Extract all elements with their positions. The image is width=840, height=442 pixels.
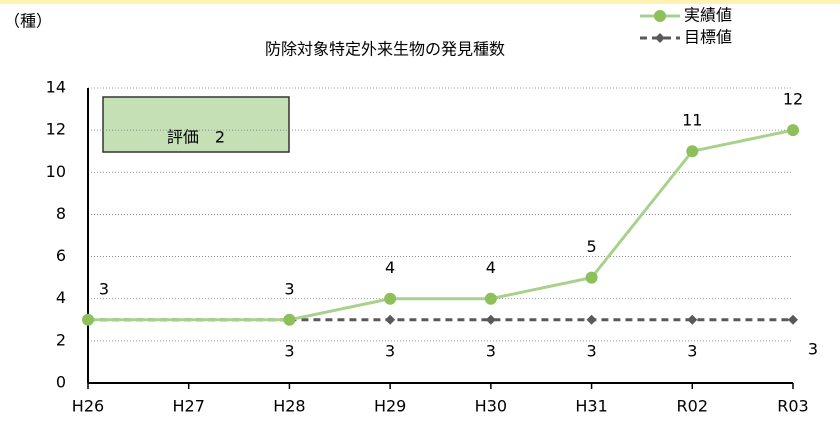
legend-marker — [655, 33, 665, 43]
point — [485, 314, 496, 325]
data-label: 3 — [486, 341, 496, 360]
point — [585, 271, 598, 284]
y-tick-label: 6 — [56, 246, 66, 265]
x-tick-label: H29 — [374, 397, 406, 416]
data-label: 3 — [687, 341, 697, 360]
data-label: 4 — [385, 258, 395, 277]
data-label: 12 — [783, 90, 803, 109]
point — [787, 124, 799, 137]
y-tick-label: 4 — [56, 288, 66, 307]
x-tick-label: H30 — [475, 397, 507, 416]
annotation-box — [102, 96, 290, 153]
point — [484, 292, 497, 305]
point — [82, 313, 94, 326]
series-line — [289, 128, 794, 322]
data-label: 3 — [99, 279, 109, 298]
data-label: 5 — [586, 237, 596, 256]
data-label: 3 — [284, 341, 294, 360]
y-tick-label: 12 — [46, 120, 66, 139]
legend-label: 実績値 — [684, 6, 732, 25]
point — [687, 314, 698, 325]
x-tick-label: H27 — [173, 397, 205, 416]
data-label: 4 — [486, 258, 496, 277]
x-tick-label: R03 — [777, 397, 808, 416]
data-label: 3 — [808, 339, 818, 358]
y-unit: （種） — [4, 12, 52, 31]
data-label: 3 — [586, 341, 596, 360]
chart-title: 防除対象特定外来生物の発見種数 — [265, 40, 505, 59]
y-tick-label: 2 — [56, 330, 66, 349]
data-label: 3 — [284, 279, 294, 298]
legend-marker — [654, 10, 666, 22]
point — [686, 145, 699, 158]
data-label: 11 — [682, 111, 702, 130]
data-label: 3 — [385, 341, 395, 360]
point — [788, 314, 798, 325]
y-tick-label: 10 — [46, 162, 66, 181]
top-band — [0, 0, 840, 4]
y-tick-label: 14 — [46, 78, 66, 97]
x-tick-label: H28 — [273, 397, 305, 416]
x-tick-label: H31 — [575, 397, 607, 416]
x-tick-label: H26 — [72, 397, 104, 416]
annotation: 評価 2 — [167, 128, 225, 147]
legend-label: 目標値 — [684, 28, 732, 47]
point — [385, 314, 396, 325]
y-tick-label: 8 — [56, 204, 66, 223]
x-tick-label: R02 — [677, 397, 708, 416]
point — [384, 292, 397, 305]
point — [283, 313, 296, 326]
y-tick-label: 0 — [56, 373, 66, 392]
point — [586, 314, 597, 325]
